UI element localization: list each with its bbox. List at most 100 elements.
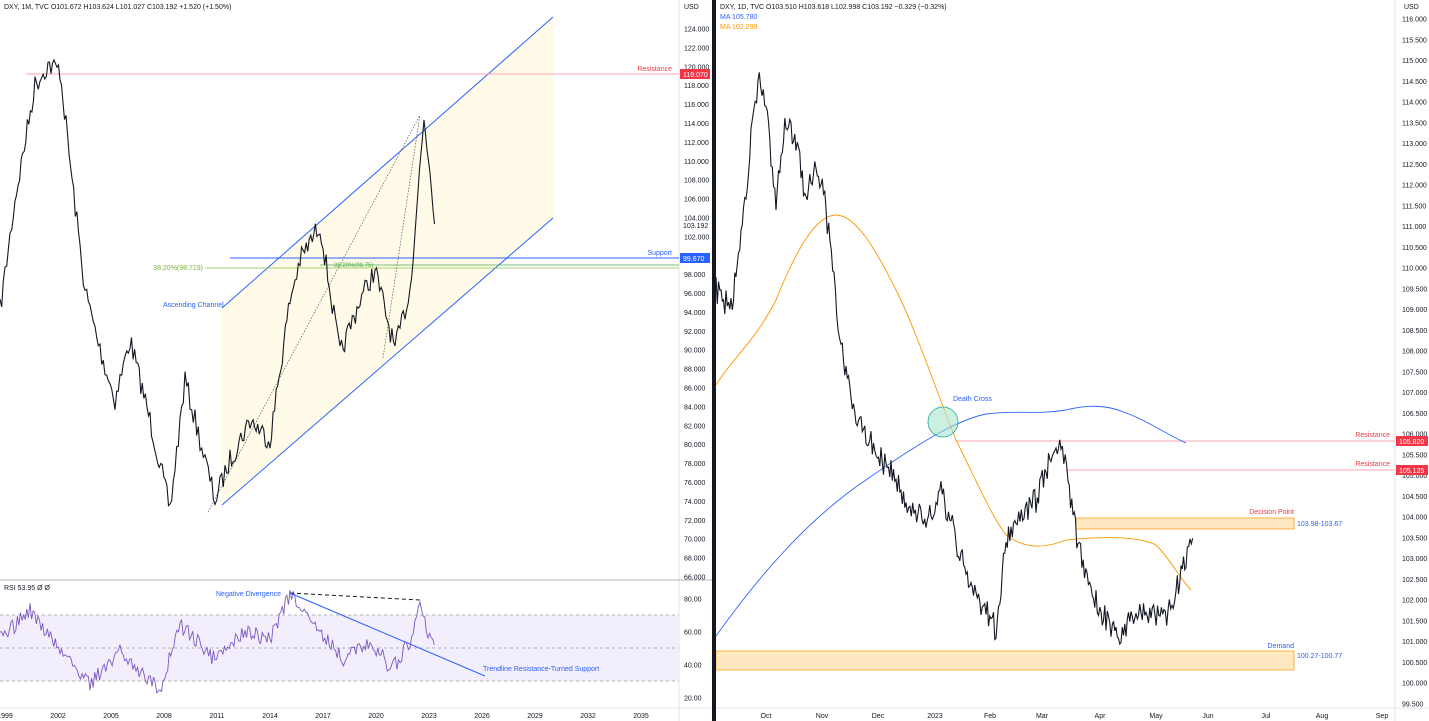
right-y-tick: 101.000 bbox=[1402, 639, 1427, 646]
left-y-tick: 114.000 bbox=[684, 121, 709, 128]
left-y-tick: 108.000 bbox=[684, 178, 709, 185]
resistance-value: 119.070 bbox=[683, 72, 708, 79]
right-y-tick: 111.500 bbox=[1402, 203, 1426, 210]
left-x-label: 2017 bbox=[315, 713, 331, 720]
resistance-label-1: Resistance bbox=[1355, 432, 1390, 439]
fib-retrace-line-2 bbox=[382, 114, 421, 359]
left-x-label: 2014 bbox=[262, 713, 278, 720]
rsi-y-tick: 80.00 bbox=[684, 597, 702, 604]
right-y-tick: 108.000 bbox=[1402, 349, 1427, 356]
left-y-tick: 96.000 bbox=[684, 291, 706, 298]
right-y-tick: 114.500 bbox=[1402, 79, 1427, 86]
left-y-tick: 68.000 bbox=[684, 556, 706, 563]
right-x-label: Feb bbox=[984, 713, 996, 720]
right-y-tick: 110.000 bbox=[1402, 266, 1427, 273]
left-y-tick: 74.000 bbox=[684, 499, 706, 506]
right-y-tick: 100.000 bbox=[1402, 681, 1427, 688]
fib2-label: 38.20%(98.75) bbox=[334, 263, 373, 269]
right-x-label: Mar bbox=[1036, 713, 1049, 720]
right-y-tick: 103.500 bbox=[1402, 535, 1427, 542]
resistance-label-2: Resistance bbox=[1355, 461, 1390, 468]
left-y-tick: 80.000 bbox=[684, 442, 706, 449]
left-x-label: 2035 bbox=[633, 713, 649, 720]
daily-chart[interactable]: DXY, 1D, TVC O103.510 H103.618 L102.998 … bbox=[716, 0, 1429, 721]
left-y-tick: 118.000 bbox=[684, 83, 709, 90]
left-y-tick: 94.000 bbox=[684, 310, 706, 317]
left-y-tick: 82.000 bbox=[684, 423, 706, 430]
right-x-label: Oct bbox=[761, 713, 772, 720]
right-y-tick: 111.000 bbox=[1402, 224, 1426, 231]
monthly-chart[interactable]: DXY, 1M, TVC O101.672 H103.624 L101.027 … bbox=[0, 0, 712, 721]
right-y-tick: 100.500 bbox=[1402, 660, 1427, 667]
right-y-tick: 109.500 bbox=[1402, 286, 1427, 293]
support-label: Support bbox=[647, 250, 672, 257]
rsi-y-tick: 60.00 bbox=[684, 630, 702, 637]
right-y-tick: 107.500 bbox=[1402, 369, 1427, 376]
left-header: DXY, 1M, TVC O101.672 H103.624 L101.027 … bbox=[4, 4, 231, 11]
right-y-tick: 102.500 bbox=[1402, 577, 1427, 584]
right-x-label: 2023 bbox=[927, 713, 943, 720]
fib-retrace-line bbox=[207, 114, 421, 513]
channel-fill bbox=[222, 17, 553, 505]
monthly-price-bars bbox=[0, 58, 436, 507]
left-y-tick: 120.000 bbox=[684, 64, 709, 71]
decision-point-zone bbox=[1075, 517, 1295, 530]
left-y-tick: 76.000 bbox=[684, 480, 706, 487]
rsi-line bbox=[0, 590, 435, 694]
left-x-label: 2026 bbox=[474, 713, 490, 720]
right-y-tick: 115.000 bbox=[1402, 58, 1427, 65]
right-x-label: Sep bbox=[1376, 713, 1389, 720]
right-y-tick: 104.000 bbox=[1402, 515, 1427, 522]
resistance-value-1: 105.820 bbox=[1399, 439, 1424, 446]
right-y-tick: 99.500 bbox=[1402, 702, 1424, 709]
left-y-tick: 124.000 bbox=[684, 27, 709, 34]
right-y-tick: 115.500 bbox=[1402, 37, 1427, 44]
demand-range: 100.27-100.77 bbox=[1297, 653, 1342, 660]
negative-divergence-line bbox=[289, 592, 421, 601]
right-currency: USD bbox=[1404, 4, 1419, 11]
right-x-label: Apr bbox=[1095, 713, 1107, 720]
left-y-tick: 78.000 bbox=[684, 461, 706, 468]
right-x-label: May bbox=[1149, 713, 1163, 720]
left-y-tick: 110.000 bbox=[684, 159, 709, 166]
trendline-label: Trendline Resistance-Turned Support bbox=[483, 666, 599, 673]
right-y-tick: 110.500 bbox=[1402, 245, 1427, 252]
trendline-rsi bbox=[289, 592, 486, 677]
left-x-label: 2011 bbox=[209, 713, 224, 720]
death-cross-label: Death Cross bbox=[953, 396, 992, 403]
right-y-tick: 112.500 bbox=[1402, 162, 1427, 169]
resistance-value-2: 105.125 bbox=[1399, 468, 1424, 475]
right-y-tick: 104.500 bbox=[1402, 494, 1427, 501]
right-x-label: Aug bbox=[1316, 713, 1329, 720]
left-y-tick: 104.000 bbox=[684, 215, 709, 222]
left-y-tick: 98.000 bbox=[684, 272, 706, 279]
rsi-y-tick: 40.00 bbox=[684, 663, 702, 670]
decision-range: 103.98-103.67 bbox=[1297, 521, 1342, 528]
left-y-tick: 116.000 bbox=[684, 102, 709, 109]
right-y-tick: 114.000 bbox=[1402, 100, 1427, 107]
daily-price-bars bbox=[716, 72, 1194, 646]
right-y-tick: 105.500 bbox=[1402, 452, 1427, 459]
left-y-tick: 90.000 bbox=[684, 348, 706, 355]
demand-zone bbox=[716, 650, 1295, 671]
right-x-label: Jul bbox=[1262, 713, 1271, 720]
resistance-label: Resistance bbox=[637, 66, 672, 73]
rsi-y-tick: 20.00 bbox=[684, 696, 702, 703]
left-y-tick: 84.000 bbox=[684, 404, 706, 411]
left-x-label: 2020 bbox=[368, 713, 384, 720]
right-x-label: Nov bbox=[816, 713, 829, 720]
right-y-tick: 105.000 bbox=[1402, 473, 1427, 480]
right-y-tick: 116.000 bbox=[1402, 17, 1427, 24]
rsi-y-ticks: 80.00 60.00 40.00 20.00 bbox=[684, 597, 702, 703]
death-cross-marker bbox=[927, 406, 959, 438]
left-x-label: 1999 bbox=[0, 713, 13, 720]
right-y-ticks: 116.000 115.500 115.000 114.500 114.000 113.5… bbox=[1402, 17, 1427, 709]
left-y-tick: 92.000 bbox=[684, 329, 706, 336]
last-price: 103.192 bbox=[683, 223, 708, 230]
resistance-value-tag bbox=[680, 69, 710, 79]
resistance-tag-1 bbox=[1396, 436, 1428, 446]
left-y-tick: 88.000 bbox=[684, 367, 706, 374]
right-x-axis: Oct Nov Dec 2023 Feb Mar Apr May Jun Jul Aug Sep bbox=[761, 713, 1389, 720]
left-y-tick: 106.000 bbox=[684, 197, 709, 204]
left-x-label: 2023 bbox=[421, 713, 437, 720]
